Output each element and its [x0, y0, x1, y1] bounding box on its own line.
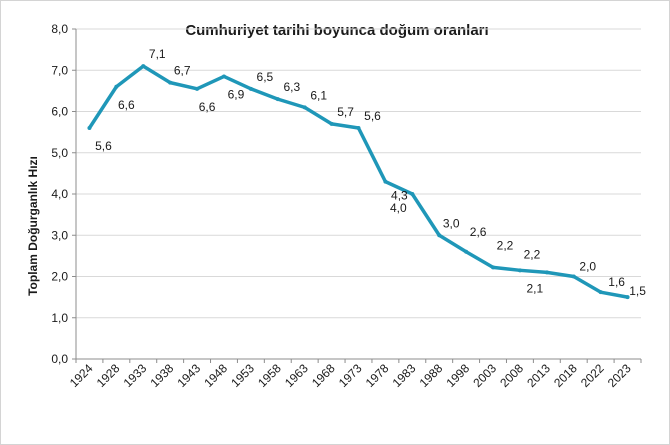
x-tick-label: 1948: [201, 361, 230, 390]
y-tick-label: 8,0: [51, 22, 68, 36]
x-tick-label: 2023: [605, 361, 634, 390]
x-tick-label: 1933: [121, 361, 150, 390]
y-tick-label: 0,0: [51, 352, 68, 366]
data-label: 1,6: [608, 275, 625, 289]
y-tick-label: 1,0: [51, 311, 68, 325]
y-tick-label: 2,0: [51, 270, 68, 284]
data-label: 5,7: [337, 105, 354, 119]
data-point: [517, 268, 522, 273]
data-point: [275, 97, 280, 102]
series-line: [87, 64, 630, 299]
data-label: 6,7: [174, 64, 191, 78]
data-point: [168, 80, 173, 85]
x-tick-label: 1938: [148, 361, 177, 390]
x-tick-label: 1973: [336, 361, 365, 390]
x-tick-label: 1958: [255, 361, 284, 390]
x-tick-label: 1928: [94, 361, 123, 390]
data-label: 5,6: [364, 109, 381, 123]
x-tick-label: 1968: [309, 361, 338, 390]
x-tick-label: 1983: [390, 361, 419, 390]
data-label: 2,2: [497, 238, 514, 252]
y-tick-label: 4,0: [51, 187, 68, 201]
x-tick-label: 1988: [417, 361, 446, 390]
y-tick-label: 5,0: [51, 146, 68, 160]
data-point: [625, 295, 630, 300]
data-point: [141, 64, 146, 69]
x-tick-label: 2003: [470, 361, 499, 390]
y-tick-label: 7,0: [51, 63, 68, 77]
data-point: [87, 126, 92, 130]
x-tick-label: 1963: [282, 361, 311, 390]
data-label: 6,9: [228, 87, 245, 101]
y-tick-label: 3,0: [51, 228, 68, 242]
data-label: 6,1: [310, 88, 327, 102]
data-point: [248, 86, 253, 91]
x-tick-label: 2013: [524, 361, 553, 390]
data-point: [302, 105, 307, 110]
data-label: 1,5: [629, 284, 646, 298]
data-label: 4,0: [390, 201, 407, 215]
data-label: 2,6: [470, 225, 487, 239]
x-tick-label: 1924: [67, 361, 96, 390]
data-label: 3,0: [443, 216, 460, 230]
data-point: [464, 249, 469, 254]
x-tick-label: 2008: [497, 361, 526, 390]
data-point: [221, 74, 226, 79]
data-point: [114, 84, 119, 89]
y-axis-label: Toplam Doğurganlık Hızı: [26, 156, 40, 296]
x-tick-label: 2018: [551, 361, 580, 390]
data-point: [383, 179, 388, 184]
y-tick-label: 6,0: [51, 105, 68, 119]
data-label: 2,1: [526, 281, 543, 295]
data-point: [437, 233, 442, 238]
data-label: 6,5: [257, 70, 274, 84]
data-point: [598, 290, 603, 295]
data-point: [329, 121, 334, 126]
data-point: [356, 126, 361, 130]
chart-title: Cumhuriyet tarihi boyunca doğum oranları: [185, 22, 488, 39]
x-tick-label: 2022: [578, 361, 607, 390]
data-point: [544, 270, 549, 275]
data-label: 6,3: [283, 80, 300, 94]
data-point: [571, 274, 576, 279]
data-point: [410, 192, 415, 196]
data-label: 6,6: [118, 98, 135, 112]
data-point: [491, 265, 496, 270]
data-label: 5,6: [95, 139, 112, 153]
data-label: 2,2: [524, 247, 541, 261]
data-label: 7,1: [149, 47, 166, 61]
x-tick-label: 1943: [174, 361, 203, 390]
x-tick-label: 1998: [443, 361, 472, 390]
data-label: 4,3: [391, 189, 408, 203]
x-tick-label: 1953: [228, 361, 257, 390]
data-label: 2,0: [579, 260, 596, 274]
x-tick-label: 1978: [363, 361, 392, 390]
data-point: [195, 86, 200, 91]
data-label: 6,6: [199, 100, 216, 114]
